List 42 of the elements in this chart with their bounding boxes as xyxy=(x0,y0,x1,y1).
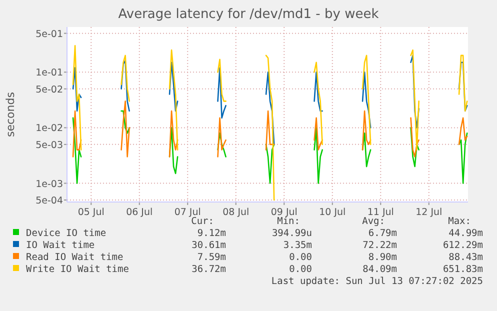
x-tick-label: 08 Jul xyxy=(222,207,250,218)
x-tick-label: 11 Jul xyxy=(367,207,394,218)
legend-label: IO Wait time xyxy=(26,240,95,251)
text: 6.79m xyxy=(368,228,398,239)
text: 394.99u xyxy=(272,228,312,239)
text: Last update: Sun Jul 13 07:27:02 2025 xyxy=(271,276,483,287)
x-tick-label: 07 Jul xyxy=(174,207,201,218)
text: 3.35m xyxy=(283,240,312,251)
text: Max: xyxy=(448,216,471,227)
x-tick-label: 10 Jul xyxy=(319,207,346,218)
text: 72.22m xyxy=(362,240,398,251)
text: 8.90m xyxy=(368,252,398,263)
legend-label: Write IO Wait time xyxy=(26,264,130,275)
y-tick-label: 5e-04 xyxy=(36,195,63,206)
legend-label: Read IO Wait time xyxy=(26,252,124,263)
text: 9.12m xyxy=(197,228,226,239)
chart-title: Average latency for /dev/md1 - by week xyxy=(118,7,380,22)
text: 612.29m xyxy=(442,240,484,251)
y-tick-label: 1e-01 xyxy=(36,68,63,79)
text: 30.61m xyxy=(192,240,226,251)
text: 0.00 xyxy=(289,252,312,263)
text: 7.59m xyxy=(197,252,226,263)
y-tick-label: 5e-03 xyxy=(36,140,63,151)
x-tick-label: 09 Jul xyxy=(270,207,298,218)
y-tick-label: 5e-01 xyxy=(36,28,63,40)
y-tick-label: 5e-02 xyxy=(36,84,63,96)
y-tick-label: 1e-02 xyxy=(36,123,63,134)
text: 36.72m xyxy=(192,264,226,275)
x-tick-label: 12 Jul xyxy=(416,207,442,218)
x-tick-label: 05 Jul xyxy=(78,207,104,218)
text: 88.43m xyxy=(448,252,484,263)
text: 84.09m xyxy=(362,264,398,275)
text: Avg: xyxy=(362,216,385,227)
y-axis-title: seconds xyxy=(4,92,17,137)
y-tick-label: 1e-03 xyxy=(36,178,63,190)
text: 44.99m xyxy=(448,228,484,239)
text: 0.00 xyxy=(289,264,312,275)
text: Cur: xyxy=(191,216,214,227)
legend-label: Device IO time xyxy=(26,228,106,239)
x-tick-label: 06 Jul xyxy=(126,207,153,218)
text: 651.83m xyxy=(442,264,484,275)
text: Min: xyxy=(277,216,300,227)
